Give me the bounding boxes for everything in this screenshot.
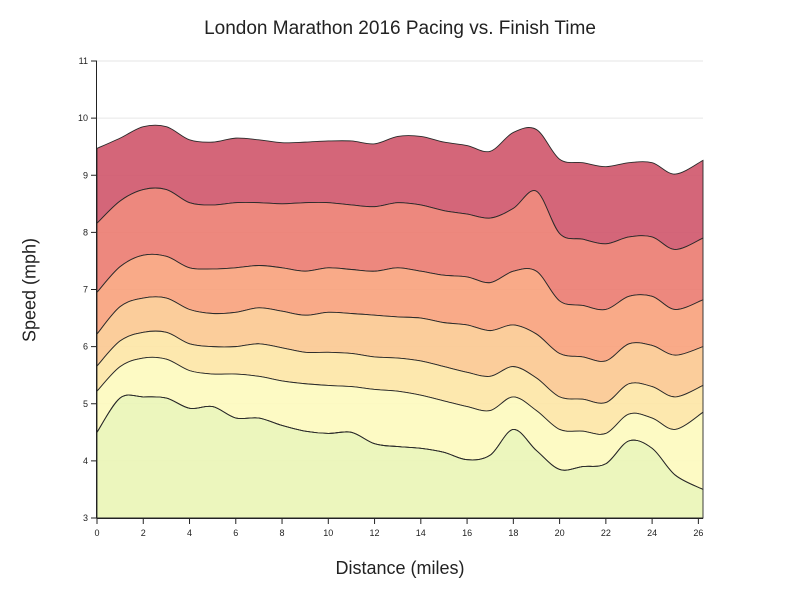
x-tick-label: 20 — [555, 528, 565, 538]
y-tick-label: 8 — [83, 227, 88, 237]
x-tick-label: 0 — [94, 528, 99, 538]
x-tick-label: 26 — [693, 528, 703, 538]
y-tick-label: 11 — [79, 56, 88, 66]
pace-bands — [96, 124, 704, 519]
pace-band-lower-edge — [96, 394, 704, 490]
y-tick-label: 7 — [83, 285, 88, 295]
x-tick-label: 6 — [233, 528, 238, 538]
y-tick-label: 5 — [83, 399, 88, 409]
x-tick-label: 12 — [370, 528, 380, 538]
y-tick-label: 3 — [83, 513, 88, 523]
x-tick-label: 16 — [462, 528, 472, 538]
y-tick-label: 6 — [83, 342, 88, 352]
x-tick-label: 22 — [601, 528, 611, 538]
x-tick-label: 8 — [280, 528, 285, 538]
x-tick-label: 2 — [141, 528, 146, 538]
x-tick-label: 10 — [323, 528, 333, 538]
x-tick-label: 14 — [416, 528, 426, 538]
y-tick-label: 4 — [83, 456, 88, 466]
x-axis-label: Distance (miles) — [335, 558, 465, 578]
x-tick-label: 24 — [647, 528, 657, 538]
chart-title: London Marathon 2016 Pacing vs. Finish T… — [204, 18, 596, 39]
x-tick-label: 18 — [508, 528, 518, 538]
y-tick-label: 9 — [83, 170, 88, 180]
y-tick-label: 10 — [78, 113, 88, 123]
x-tick-label: 4 — [187, 528, 192, 538]
